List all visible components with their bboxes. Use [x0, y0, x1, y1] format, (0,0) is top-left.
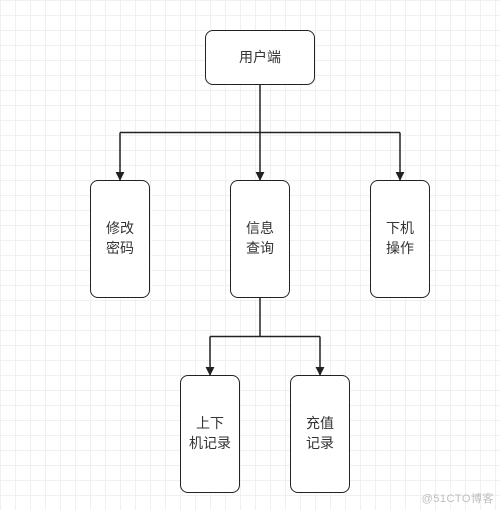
node-pwd: 修改密码	[90, 180, 150, 298]
node-logout: 下机操作	[370, 180, 430, 298]
node-info: 信息查询	[230, 180, 290, 298]
node-recharge: 充值记录	[290, 375, 350, 493]
node-root: 用户端	[205, 30, 315, 85]
node-onoff: 上下机记录	[180, 375, 240, 493]
watermark: @51CTO博客	[422, 490, 494, 506]
diagram-canvas: 用户端修改密码 信息查询 下机操作上下机记录充值记录	[0, 0, 500, 510]
